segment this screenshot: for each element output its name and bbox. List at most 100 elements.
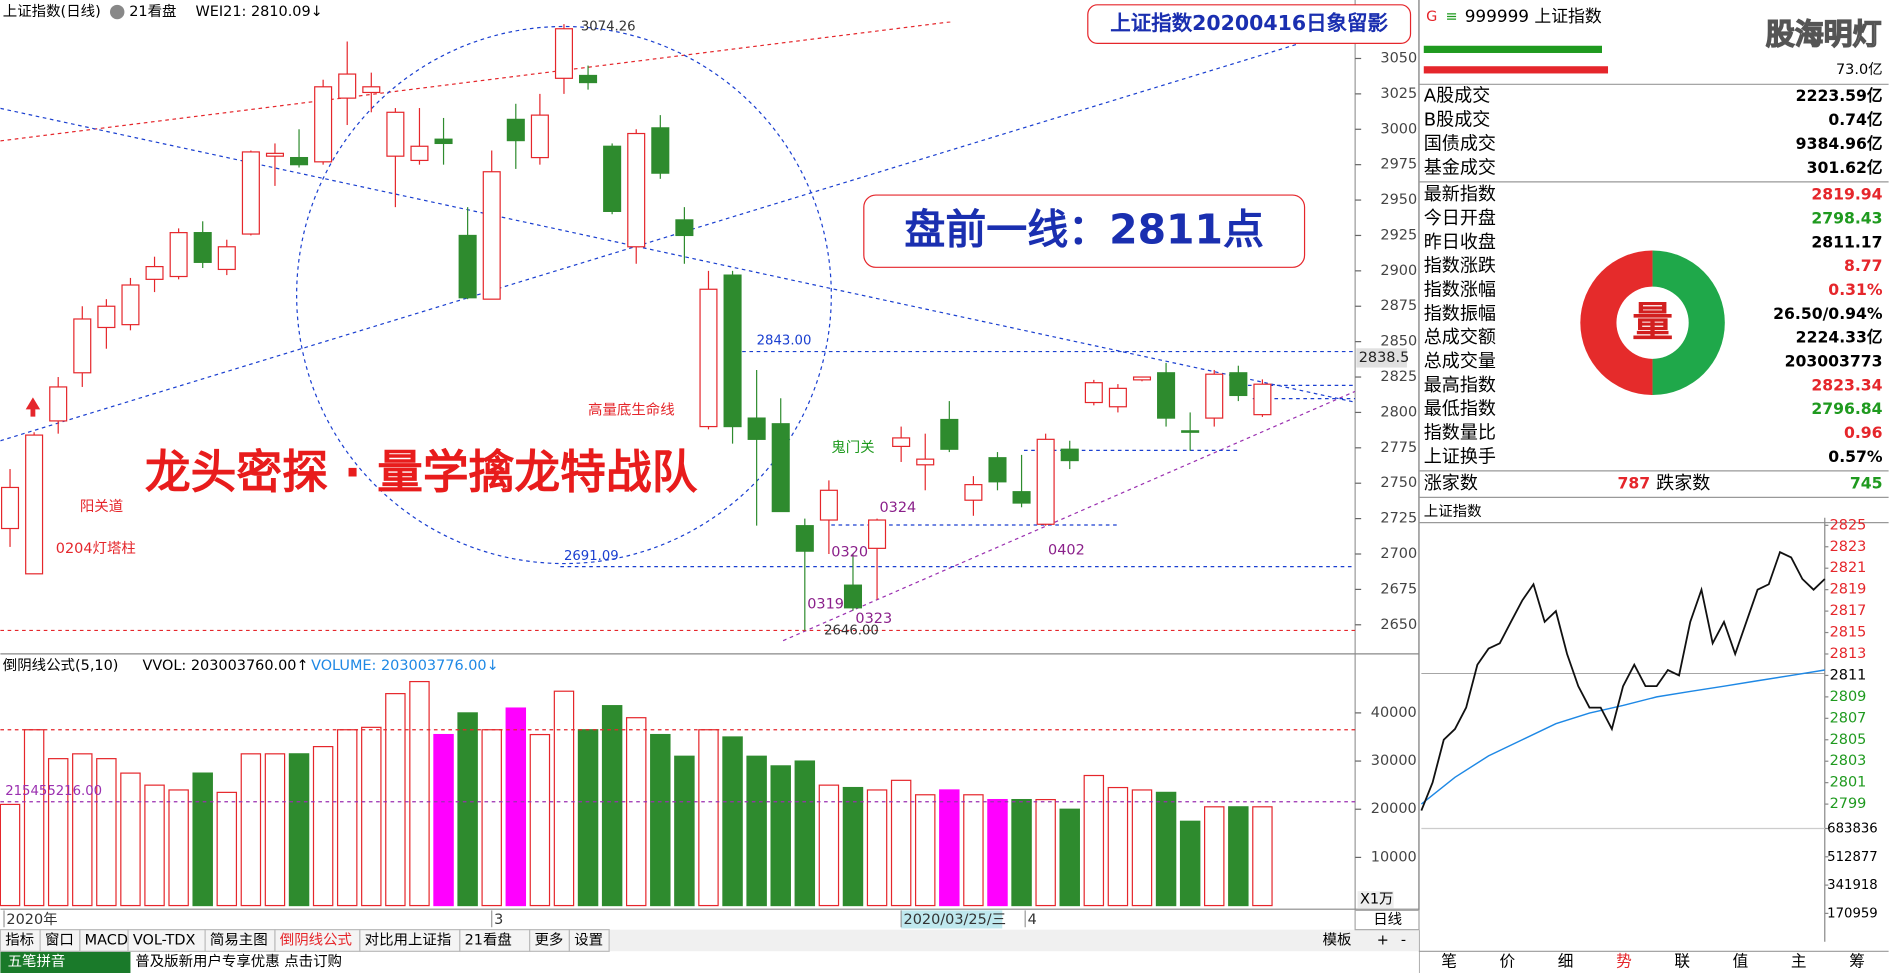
y-tick-label: 40000 [1371,705,1417,721]
tab-label[interactable]: MACD [85,932,128,948]
period-box [1354,909,1420,931]
annotation: 0204灯塔柱 [56,540,136,557]
ime-label[interactable]: 五笔拼音 [8,953,66,970]
y-tick-label: 2700 [1380,546,1417,562]
tab-label[interactable]: 21看盘 [465,930,512,948]
volume-bar [698,729,719,907]
tab-label[interactable]: 窗口 [45,930,74,948]
candle-body [362,86,381,94]
tab-label[interactable]: 对比用上证指 [365,931,452,948]
annotation: 0320 [831,545,868,561]
bottom-tab[interactable]: 联 [1674,952,1690,971]
y-tick-label: 2750 [1380,475,1417,491]
annotation: 0323 [855,611,892,627]
volume-bar [650,733,671,907]
settings-icon[interactable] [109,4,125,20]
promo-text[interactable]: 普及版新用户专享优惠 点击订购 [135,953,342,970]
up-arrow [25,397,41,417]
candle-body [988,457,1007,483]
tab-right[interactable]: - [1401,932,1406,948]
candle-body [771,423,790,513]
stat-label: 最高指数 [1424,375,1496,396]
bottom-tab[interactable]: 价 [1500,952,1516,971]
stat-label: 指数涨幅 [1424,279,1496,300]
bottom-tab[interactable]: 势 [1616,952,1632,971]
tab-label[interactable]: 简易主图 [210,931,268,948]
tab-label[interactable]: 指标 [5,931,34,948]
tab-label[interactable]: 更多 [534,931,563,948]
y-tick-label: 2815 [1830,625,1867,641]
logo: 量 [1580,250,1725,395]
volume-bar [433,733,454,907]
y-tick-label: 2950 [1380,192,1417,208]
y-tick-label: 10000 [1371,849,1417,865]
bottom-tab[interactable]: 细 [1558,952,1574,971]
candle-body [675,219,694,237]
tab-label[interactable]: 倒阴线公式 [280,931,352,948]
bottom-tab[interactable]: 主 [1791,952,1807,971]
stat-value: 0.74亿 [1828,110,1882,129]
volume-bar [722,736,743,907]
tab-label[interactable]: 21看盘 [129,2,176,20]
volume-bar [216,791,238,907]
volume-bar [794,760,816,907]
stat-label: 最新指数 [1424,184,1496,205]
y-tick-label: 2811 [1830,667,1867,683]
amount: 73.0亿 [1836,61,1883,78]
chart-title: 上证指数(日线) [3,3,101,20]
y-tick-label: 2801 [1830,775,1867,791]
tab-right[interactable]: + [1377,932,1389,948]
period-label[interactable]: 日线 [1373,911,1402,928]
volume-bar [914,794,936,907]
stat-value: 2224.33亿 [1796,328,1883,347]
annotation: 0319 [807,597,844,613]
stat-value: 0.31% [1828,280,1883,299]
tab-right[interactable]: 模板 [1323,930,1352,948]
breadth-value: 745 [1850,474,1883,493]
average-line [1420,669,1825,805]
volume-bar [746,755,767,907]
y-tick-label: 2823 [1830,539,1867,555]
y-tick-label: 2817 [1830,603,1867,619]
candle-body [1012,491,1031,504]
average-label: 215455216.00 [5,784,102,799]
bottom-tab[interactable]: 筹 [1849,952,1865,971]
intraday-title: 上证指数 [1424,503,1482,520]
ime-box[interactable] [0,951,131,973]
stat-value: 2798.43 [1811,208,1882,227]
volume-bar [385,693,406,907]
callout-box [863,194,1306,268]
y-tick-label: 2813 [1830,646,1867,662]
indicator-value: WEI21: 2810.09↓ [195,4,322,20]
volume-bar [890,779,912,907]
x-tick-label: 2020年 [6,911,57,928]
candle-body [1205,373,1224,419]
stat-label: 指数涨跌 [1424,256,1496,277]
y-tick-label: 2725 [1380,511,1417,527]
y-tick-label: 2825 [1830,517,1867,533]
flag-g: G [1426,9,1437,25]
bottom-tab[interactable]: 笔 [1441,952,1457,971]
y-tick-label: 2850 [1380,334,1417,350]
volume-unit: X1万 [1360,892,1394,908]
candle-body [1132,376,1152,381]
volume-bar [1035,798,1056,907]
volume-bar [457,712,478,907]
volume-bar [72,753,93,907]
volume-bar [1083,774,1105,907]
tab-label[interactable]: 设置 [574,931,603,948]
candle-body [121,284,140,326]
candle-body [1181,430,1200,433]
y-tick-label: 2775 [1380,440,1417,456]
tab[interactable] [568,929,610,952]
stat-label: 指数振幅 [1424,303,1496,324]
stat-label: 最低指数 [1424,399,1496,420]
flag-menu: ≡ [1445,9,1457,25]
candle-body [892,437,911,448]
volume-bar [1011,798,1032,907]
stat-value: 2823.34 [1811,375,1882,394]
bottom-tab[interactable]: 值 [1733,952,1749,971]
stat-value: 8.77 [1844,256,1883,275]
tab-label[interactable]: VOL-TDX [133,932,196,948]
stat-value: 2223.59亿 [1796,86,1883,105]
